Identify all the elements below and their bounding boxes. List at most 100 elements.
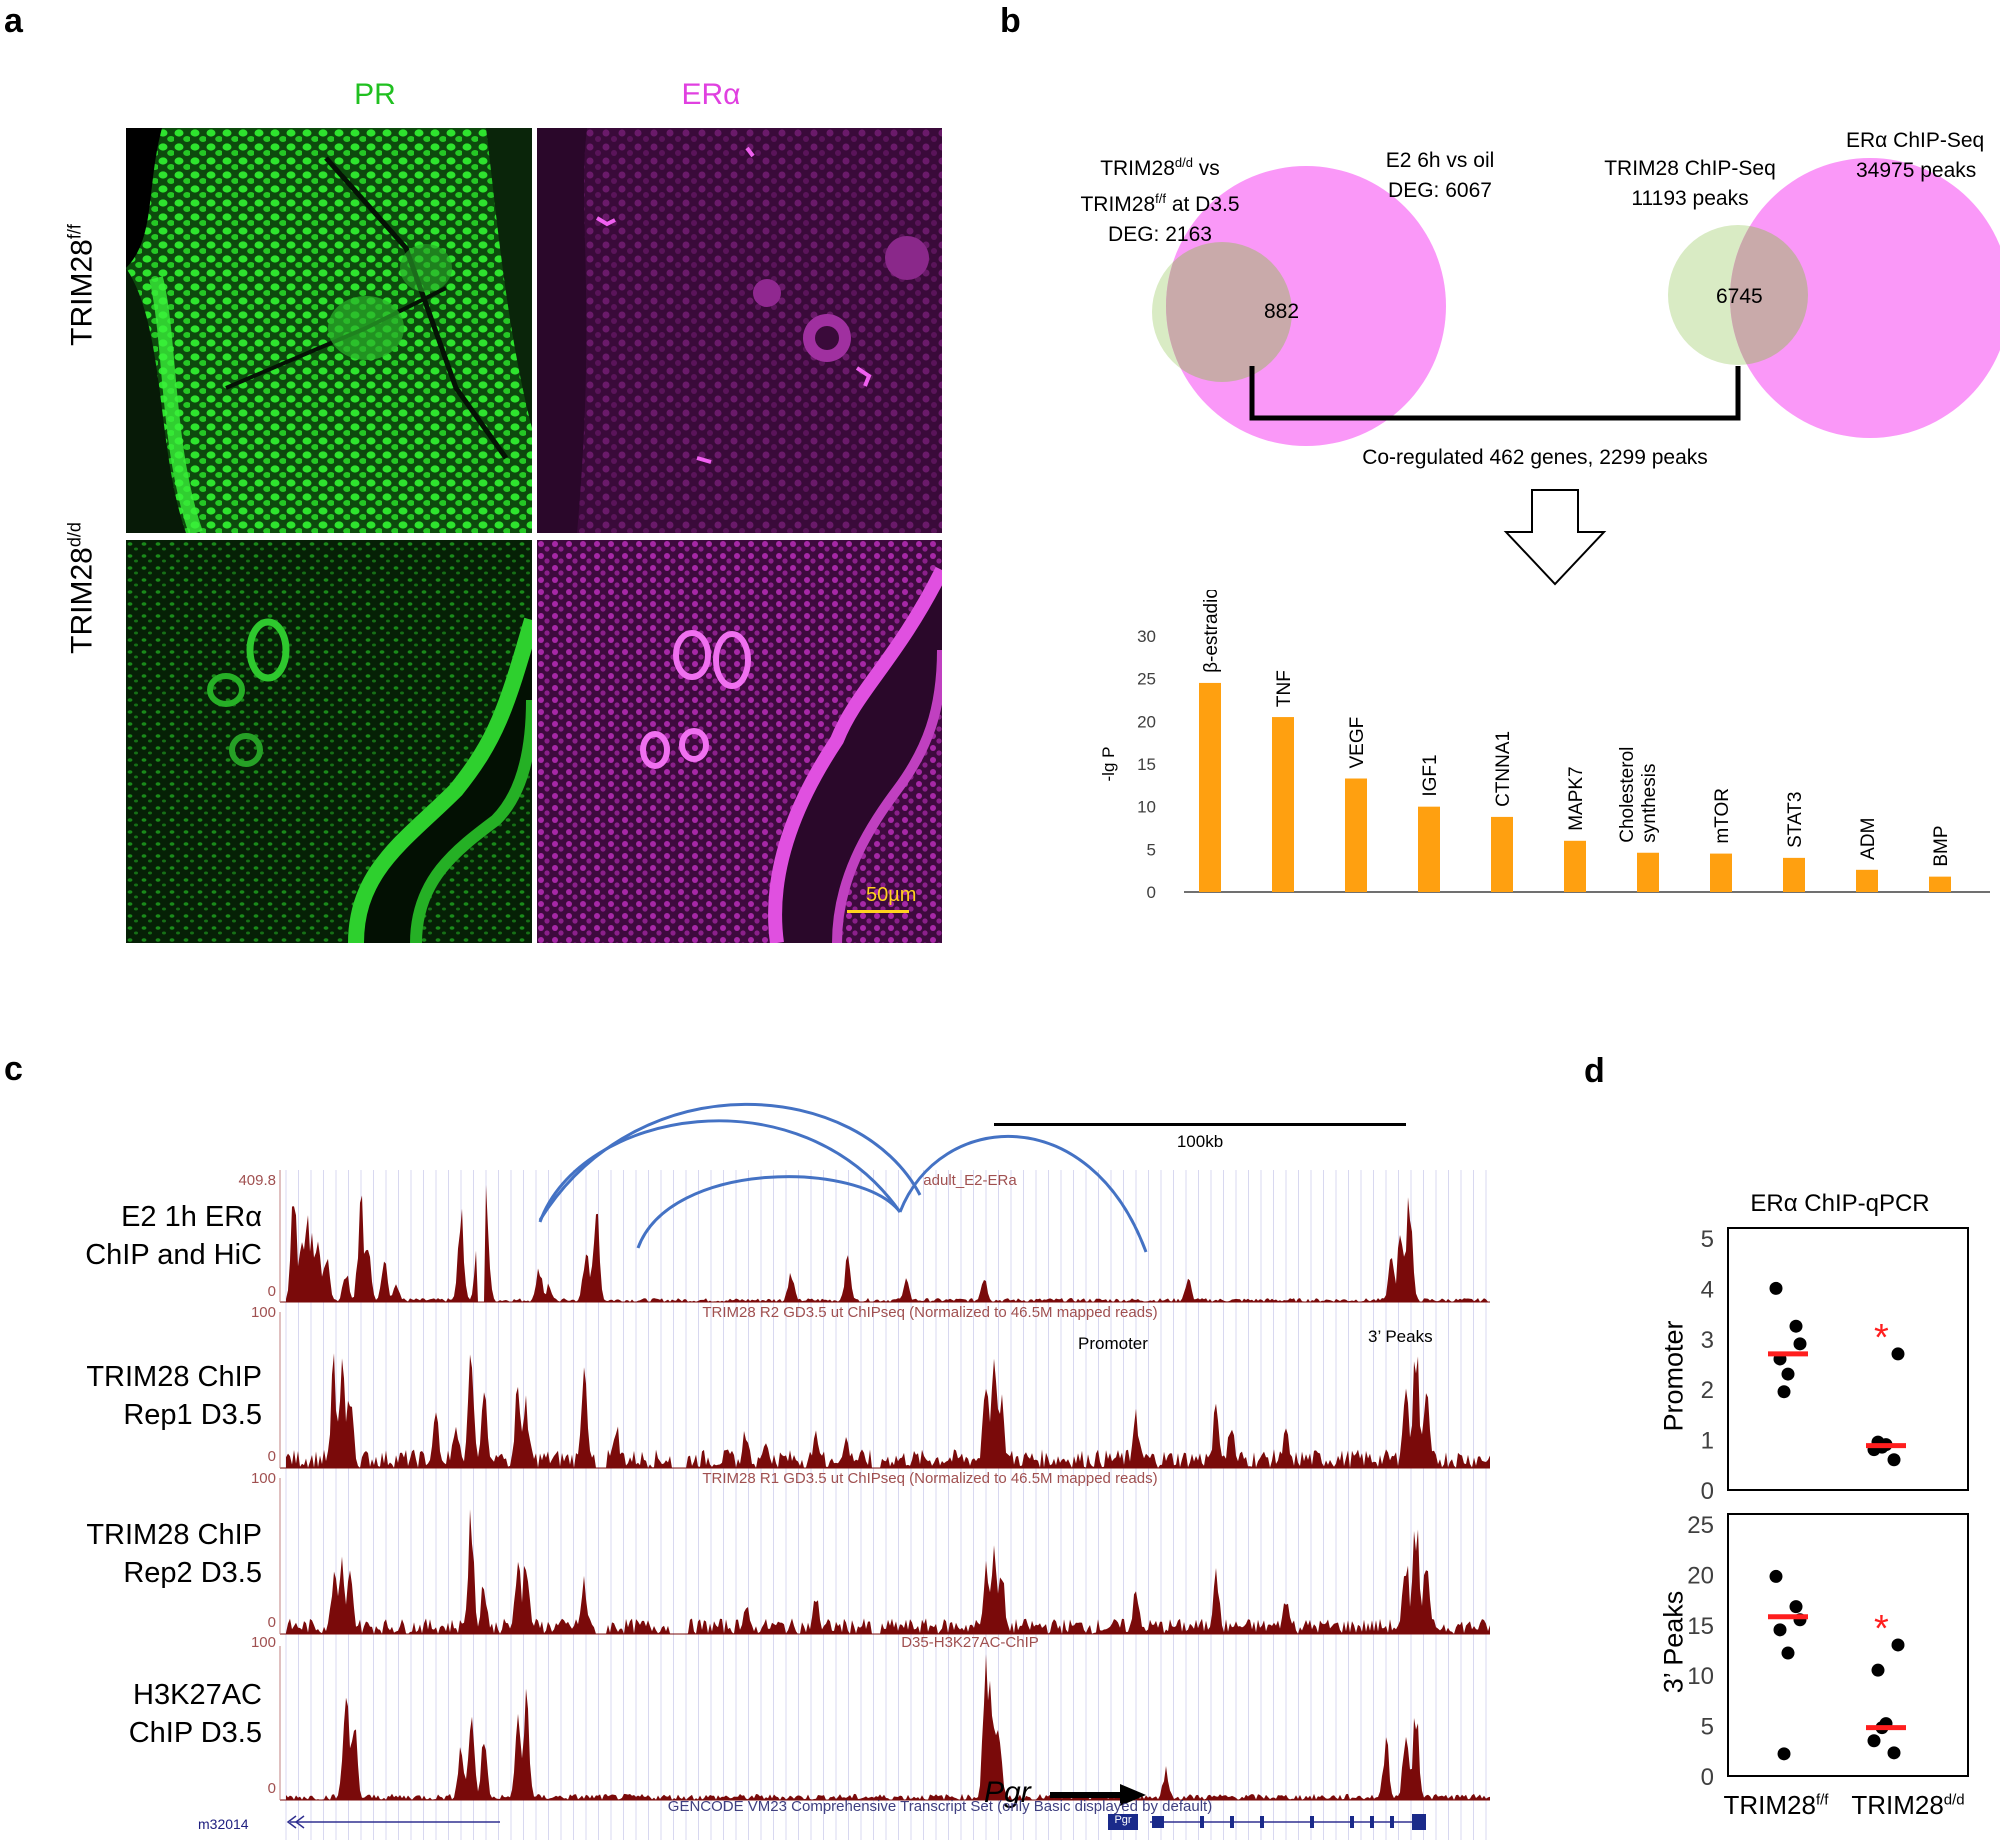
bar-label-9: ADM [1858, 818, 1879, 860]
gene-track [286, 1814, 1426, 1830]
track-label-rep2-line2: Rep2 D3.5 [123, 1557, 262, 1589]
bar-label-4: CTNNA1 [1493, 731, 1514, 807]
gene-left-arrow-icon [286, 1815, 305, 1829]
venn2-right-line1: ERα ChIP-Seq [1846, 129, 1985, 152]
track-rep2-top: 100 [250, 1470, 276, 1487]
track-era-bottom: 0 [267, 1283, 276, 1300]
micrograph-pr-dd [126, 540, 532, 943]
qpcr-ylabel-peaks-text: 3’ Peaks [1658, 1590, 1689, 1694]
track-rep1-top: 100 [250, 1304, 276, 1321]
bar-ytick-6: 30 [1137, 627, 1156, 646]
bar-ytick-0: 0 [1147, 883, 1156, 902]
venn1-overlap-label: 882 [1264, 300, 1299, 323]
exon-2 [1230, 1816, 1234, 1828]
bar-2 [1345, 778, 1367, 892]
panel-label-b: b [1000, 2, 1021, 40]
track-label-era: E2 1h ERα ChIP and HiC [0, 1198, 262, 1274]
venn1-left-line2-rest: at D3.5 [1165, 193, 1240, 216]
track-label-rep2: TRIM28 ChIP Rep2 D3.5 [0, 1516, 262, 1592]
qpcr-ytick-1-0: 25 [1687, 1512, 1714, 1539]
row-label-dd-base: TRIM28 [65, 547, 99, 654]
bar-3 [1418, 806, 1440, 892]
qpcr-ytick-1-4: 5 [1701, 1714, 1714, 1741]
bar-label-1: TNF [1274, 670, 1295, 707]
bar-ylabel: -lg P [1099, 747, 1118, 782]
bar-5 [1564, 840, 1586, 892]
qpcr-ytick-0-0: 5 [1701, 1226, 1714, 1253]
panel-label-c: c [4, 1050, 23, 1088]
bar-label-3: IGF1 [1420, 754, 1441, 796]
track-signal-2 [286, 1509, 1490, 1634]
bar-label-6-0: Cholesterol [1617, 747, 1638, 843]
bar-0 [1199, 682, 1221, 892]
track-rep2-title: TRIM28 R1 GD3.5 ut ChIPseq (Normalized t… [702, 1470, 1158, 1487]
track-signal-0 [286, 1185, 1490, 1302]
track-label-rep2-line1: TRIM28 ChIP [86, 1519, 262, 1551]
qpcr-ytick-0-2: 3 [1701, 1327, 1714, 1354]
venn2-left-line1: TRIM28 ChIP-Seq [1604, 157, 1776, 180]
exon-3 [1260, 1816, 1264, 1828]
scale-bar-100kb [994, 1123, 1406, 1126]
track-1 [279, 1312, 1490, 1469]
venn-connector [1249, 366, 1741, 421]
significance-star-0: * [1874, 1317, 1889, 1359]
qpcr-dd-point [1887, 1453, 1901, 1467]
left-gene-label: m32014 [198, 1816, 249, 1832]
track-label-rep1: TRIM28 ChIP Rep1 D3.5 [0, 1358, 262, 1434]
qpcr-dd-point [1891, 1347, 1905, 1361]
col-label-era: ERα [681, 78, 741, 111]
qpcr-dd-point [1887, 1746, 1901, 1760]
qpcr-ff-point [1769, 1569, 1783, 1583]
qpcr-ytick-1-5: 0 [1701, 1764, 1714, 1791]
venn2-overlap-label: 6745 [1716, 285, 1763, 308]
track-label-era-line1: E2 1h ERα [121, 1201, 262, 1233]
qpcr-dd-point [1891, 1638, 1905, 1652]
hic-arc-2 [538, 1119, 902, 1223]
bar-ytick-5: 25 [1137, 670, 1156, 689]
qpcr-dd-point [1871, 1663, 1885, 1677]
track-0 [279, 1170, 1490, 1303]
track-h3k-bottom: 0 [267, 1780, 276, 1797]
qpcr-xlabel-ff-sup: f/f [1815, 1791, 1829, 1809]
bar-label-2: VEGF [1347, 717, 1368, 769]
track-signal-1 [286, 1353, 1490, 1468]
track-label-rep1-line2: Rep1 D3.5 [123, 1399, 262, 1431]
venn1-left-line1: TRIM28 [1100, 157, 1175, 180]
qpcr-ytick-0-5: 0 [1701, 1478, 1714, 1505]
coregulated-label: Co-regulated 462 genes, 2299 peaks [1362, 446, 1708, 469]
qpcr-ylabel-promoter-text: Promoter [1658, 1320, 1689, 1432]
qpcr-dd-point [1867, 1734, 1881, 1748]
hic-arc-3 [636, 1175, 902, 1249]
gencode-label: GENCODE VM23 Comprehensive Transcript Se… [667, 1798, 1213, 1815]
down-arrow-icon [1503, 489, 1607, 586]
venn1-overlap [1166, 242, 1292, 382]
bar-ytick-3: 15 [1137, 755, 1156, 774]
track-rep2-bottom: 0 [267, 1614, 276, 1631]
bar-ytick-4: 20 [1137, 712, 1156, 731]
qpcr-ytick-0-1: 4 [1701, 1276, 1714, 1303]
pgr-gene-box: Pgr [1108, 1814, 1138, 1830]
qpcr-ff-point [1781, 1646, 1795, 1660]
venn1-right-label: E2 6h vs oil DEG: 6067 [1340, 146, 1540, 206]
venn2-right-label: ERα ChIP-Seq 34975 peaks [1846, 126, 2000, 186]
col-label-pr: PR [354, 78, 396, 111]
track-label-h3k27ac-line1: H3K27AC [133, 1679, 262, 1711]
qpcr-ff-point [1777, 1385, 1791, 1399]
qpcr-box-1 [1727, 1513, 1969, 1777]
qpcr-ff-point [1789, 1600, 1803, 1614]
track-2 [279, 1478, 1490, 1635]
qpcr-ylabel-peaks: 3’ Peaks [1654, 1591, 1694, 1694]
venn1-left-line2-sup: f/f [1155, 191, 1166, 206]
exon-end [1412, 1814, 1426, 1830]
row-label-ff: TRIM28f/f [62, 224, 102, 346]
track-rep1-title: TRIM28 R2 GD3.5 ut ChIPseq (Normalized t… [702, 1304, 1158, 1321]
scale-bar-100kb-label: 100kb [1176, 1132, 1224, 1151]
track-h3k-top: 100 [250, 1634, 276, 1651]
qpcr-ytick-0-4: 1 [1701, 1428, 1714, 1455]
qpcr-xlabel-dd-base: TRIM28 [1851, 1790, 1944, 1820]
pgr-gene-label: Pgr [984, 1776, 1031, 1809]
exon-5 [1350, 1816, 1354, 1828]
exon-4 [1310, 1816, 1314, 1828]
panel-label-a: a [4, 2, 23, 40]
significance-star-1: * [1874, 1608, 1889, 1650]
